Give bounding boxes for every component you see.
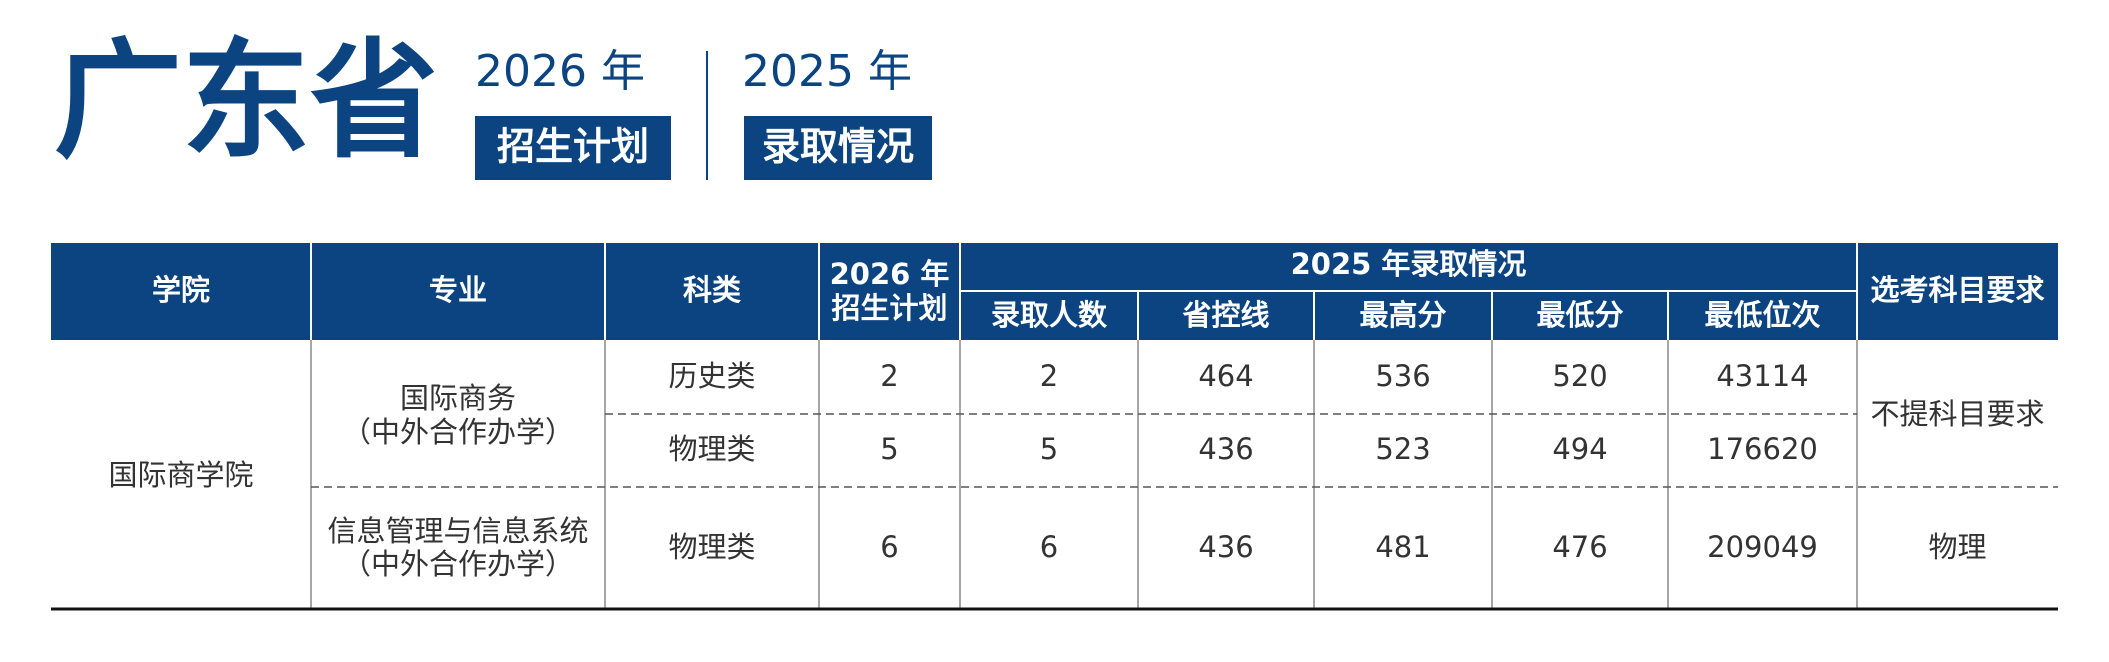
data-cell: 43114	[1716, 359, 1808, 393]
column-header: 招生计划	[831, 291, 947, 325]
column-header: 选考科目要求	[1870, 273, 2044, 307]
data-cell: 2	[880, 359, 898, 393]
plan-label: 招生计划	[497, 125, 649, 169]
data-cell: 历史类	[668, 359, 755, 393]
column-header: 录取人数	[991, 298, 1108, 332]
major-cell: 国际商务	[400, 381, 516, 415]
admit-year: 2025 年	[742, 46, 912, 97]
data-cell: 2	[1040, 359, 1058, 393]
major-cell: （中外合作办学）	[342, 415, 574, 449]
data-cell: 436	[1198, 530, 1253, 564]
data-cell: 6	[1040, 530, 1058, 564]
province-title: 广东省	[54, 27, 438, 176]
column-header: 最低分	[1536, 298, 1623, 332]
school-cell: 国际商学院	[108, 458, 253, 492]
data-cell: 536	[1375, 359, 1430, 393]
column-header: 最低位次	[1704, 298, 1820, 332]
data-cell: 物理类	[668, 432, 755, 466]
column-header: 科类	[683, 273, 741, 307]
data-cell: 464	[1198, 359, 1253, 393]
column-header: 2025 年录取情况	[1291, 247, 1527, 281]
plan-label-box	[475, 116, 671, 180]
requirement-cell: 物理	[1928, 530, 1986, 564]
data-cell: 476	[1552, 530, 1607, 564]
admit-label-box	[744, 116, 932, 180]
data-cell: 5	[1040, 432, 1058, 466]
data-cell: 5	[880, 432, 898, 466]
data-cell: 523	[1375, 432, 1430, 466]
data-cell: 176620	[1707, 432, 1818, 466]
requirement-cell: 不提科目要求	[1870, 397, 2044, 431]
admit-label: 录取情况	[762, 125, 914, 169]
column-header: 最高分	[1359, 298, 1446, 332]
column-header: 2026 年	[830, 257, 950, 291]
column-header: 学院	[152, 273, 210, 307]
plan-year: 2026 年	[475, 46, 645, 97]
data-cell: 520	[1552, 359, 1607, 393]
column-header: 省控线	[1182, 298, 1269, 332]
data-cell: 209049	[1707, 530, 1818, 564]
data-cell: 481	[1375, 530, 1430, 564]
column-header: 专业	[429, 273, 487, 307]
data-cell: 物理类	[668, 530, 755, 564]
data-cell: 494	[1552, 432, 1607, 466]
data-cell: 436	[1198, 432, 1253, 466]
major-cell: 信息管理与信息系统	[327, 514, 588, 548]
major-cell: （中外合作办学）	[342, 547, 574, 581]
data-cell: 6	[880, 530, 898, 564]
